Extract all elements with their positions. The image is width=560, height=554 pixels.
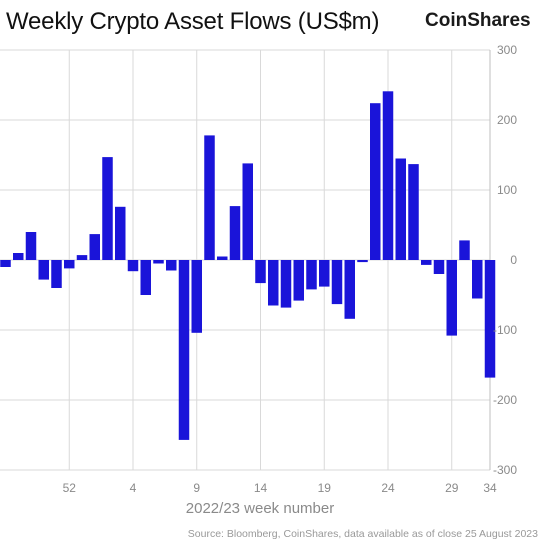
y-tick-label: -300 — [493, 463, 517, 477]
bar — [357, 260, 368, 263]
bar — [0, 260, 11, 267]
x-tick-label: 14 — [254, 481, 268, 495]
bar — [484, 260, 496, 378]
bar — [64, 260, 75, 269]
y-tick-label: 200 — [497, 113, 517, 127]
x-tick-label: 19 — [318, 481, 332, 495]
chart-grid — [0, 49, 491, 471]
bar — [140, 260, 151, 295]
y-tick-label: -200 — [493, 393, 517, 407]
x-tick-label: 52 — [63, 481, 77, 495]
bar — [382, 91, 394, 260]
bar — [229, 206, 241, 260]
x-tick-label: 24 — [381, 481, 395, 495]
y-tick-label: 0 — [510, 253, 517, 267]
bar — [127, 260, 139, 272]
bar — [293, 260, 304, 301]
bar — [115, 206, 126, 260]
bar — [433, 260, 445, 274]
bar — [344, 260, 355, 319]
y-tick-label: 100 — [497, 183, 517, 197]
coinshares-logo: CoinShares — [425, 10, 531, 31]
bar — [89, 234, 100, 260]
bar — [280, 260, 292, 308]
chart-bars — [0, 91, 496, 440]
bar — [242, 163, 253, 260]
bar — [204, 135, 215, 260]
bar — [76, 255, 88, 260]
x-axis-title: 2022/23 week number — [186, 500, 334, 517]
bar — [319, 260, 330, 287]
bar — [472, 260, 483, 299]
bar — [306, 260, 317, 290]
x-tick-label: 34 — [483, 481, 497, 495]
bar — [25, 232, 37, 260]
x-tick-label: 4 — [130, 481, 137, 495]
bar — [102, 157, 113, 260]
bar — [13, 253, 24, 260]
bar — [370, 103, 381, 260]
x-tick-label: 29 — [445, 481, 459, 495]
y-tick-label: -100 — [493, 323, 517, 337]
x-axis-ticks: 52 4 9 14 19 24 29 34 — [63, 481, 497, 495]
bar — [421, 260, 432, 265]
bar — [331, 260, 343, 305]
bar — [217, 256, 228, 260]
bar — [268, 260, 279, 306]
bar — [191, 260, 202, 333]
y-axis-ticks: 300 200 100 0 -100 -200 -300 — [493, 43, 517, 477]
bar — [51, 260, 62, 288]
bar — [166, 260, 177, 271]
bar — [178, 260, 190, 440]
bar — [459, 240, 470, 260]
chart-title: Weekly Crypto Asset Flows (US$m) — [6, 8, 380, 35]
bar — [38, 260, 49, 280]
bar — [446, 260, 457, 336]
bar — [395, 158, 406, 260]
source-note: Source: Bloomberg, CoinShares, data avai… — [187, 528, 538, 540]
bar — [408, 164, 419, 260]
bar — [255, 260, 266, 284]
x-tick-label: 9 — [193, 481, 200, 495]
y-tick-label: 300 — [497, 43, 517, 57]
bar — [153, 260, 164, 264]
